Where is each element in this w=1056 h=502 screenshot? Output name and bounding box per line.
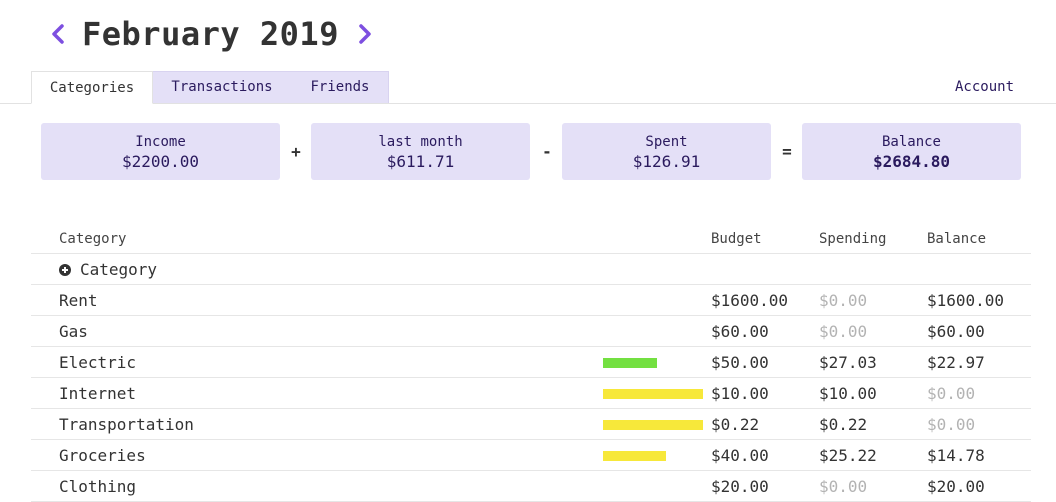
progress-bar <box>603 357 657 368</box>
next-month-button[interactable] <box>357 23 373 45</box>
tab-categories[interactable]: Categories <box>31 71 153 104</box>
prev-month-button[interactable] <box>50 23 66 45</box>
last-month-label: last month <box>378 133 463 150</box>
month-header: February 2019 <box>50 12 373 56</box>
chevron-left-icon <box>52 24 64 44</box>
progress-cell <box>603 347 703 378</box>
categories-table: Category Budget Spending Balance Categor… <box>31 223 1031 502</box>
budget-value[interactable]: $0.22 <box>711 415 760 434</box>
table-row[interactable]: Electric $50.00 $27.03 $22.97 <box>31 347 1031 378</box>
progress-bar <box>603 450 666 461</box>
table-row[interactable]: Gas $60.00 $0.00 $60.00 <box>31 316 1031 347</box>
spending-value: $0.00 <box>819 477 868 496</box>
budget-summary: Income $2200.00 + last month $611.71 - S… <box>0 123 1056 180</box>
progress-cell <box>603 440 703 471</box>
table-row[interactable]: Transportation $0.22 $0.22 $0.00 <box>31 409 1031 440</box>
category-name[interactable]: Clothing <box>59 477 137 496</box>
tab-transactions[interactable]: Transactions <box>171 79 273 95</box>
balance-label: Balance <box>881 133 941 150</box>
spending-value: $0.22 <box>819 415 868 434</box>
budget-value[interactable]: $10.00 <box>711 384 769 403</box>
header-category: Category <box>59 230 127 247</box>
header-balance: Balance <box>927 230 987 247</box>
balance-value: $2684.80 <box>872 151 951 171</box>
table-row[interactable]: Clothing $20.00 $0.00 $20.00 <box>31 471 1031 502</box>
income-value: $2200.00 <box>121 151 200 171</box>
balance-card: Balance $2684.80 <box>802 123 1021 180</box>
progress-cell <box>603 378 703 409</box>
account-link[interactable]: Account <box>955 79 1015 95</box>
budget-value[interactable]: $60.00 <box>711 322 769 341</box>
balance-value: $0.00 <box>927 415 976 434</box>
category-name[interactable]: Transportation <box>59 415 194 434</box>
equals-operator: = <box>782 142 792 161</box>
last-month-value: $611.71 <box>386 151 455 171</box>
spent-value: $126.91 <box>632 151 701 171</box>
budget-value[interactable]: $50.00 <box>711 353 769 372</box>
budget-value[interactable]: $20.00 <box>711 477 769 496</box>
header-budget: Budget <box>711 230 762 247</box>
progress-cell <box>603 285 703 316</box>
income-label: Income <box>135 133 186 150</box>
spending-value: $25.22 <box>819 446 877 465</box>
progress-cell <box>603 316 703 347</box>
spending-value: $27.03 <box>819 353 877 372</box>
category-name[interactable]: Electric <box>59 353 137 372</box>
header-spending: Spending <box>819 230 887 247</box>
page-title: February 2019 <box>82 15 339 53</box>
tab-bar: Categories Transactions Friends Account <box>0 71 1056 104</box>
category-name[interactable]: Internet <box>59 384 137 403</box>
progress-bar <box>603 419 703 430</box>
minus-operator: - <box>542 142 552 161</box>
spending-value: $0.00 <box>819 291 868 310</box>
spending-value: $10.00 <box>819 384 877 403</box>
balance-value: $14.78 <box>927 446 985 465</box>
budget-value[interactable]: $1600.00 <box>711 291 789 310</box>
plus-circle-icon <box>59 263 71 276</box>
spending-value: $0.00 <box>819 322 868 341</box>
table-row[interactable]: Groceries $40.00 $25.22 $14.78 <box>31 440 1031 471</box>
add-category-label: Category <box>80 260 158 279</box>
balance-value: $20.00 <box>927 477 985 496</box>
last-month-card: last month $611.71 <box>311 123 530 180</box>
table-header: Category Budget Spending Balance <box>31 223 1031 254</box>
progress-bar <box>603 388 703 399</box>
tab-friends[interactable]: Friends <box>310 79 370 95</box>
progress-cell <box>603 409 703 440</box>
balance-value: $1600.00 <box>927 291 1005 310</box>
budget-value[interactable]: $40.00 <box>711 446 769 465</box>
add-category-row[interactable]: Category <box>31 254 1031 285</box>
balance-value: $0.00 <box>927 384 976 403</box>
balance-value: $22.97 <box>927 353 985 372</box>
chevron-right-icon <box>359 24 371 44</box>
table-row[interactable]: Internet $10.00 $10.00 $0.00 <box>31 378 1031 409</box>
category-name[interactable]: Groceries <box>59 446 146 465</box>
category-name[interactable]: Gas <box>59 322 88 341</box>
tab-bar-background <box>152 71 389 103</box>
add-category-button[interactable]: Category <box>59 254 157 285</box>
table-row[interactable]: Rent $1600.00 $0.00 $1600.00 <box>31 285 1031 316</box>
plus-operator: + <box>291 142 301 161</box>
spent-card: Spent $126.91 <box>562 123 771 180</box>
progress-cell <box>603 471 703 502</box>
category-name[interactable]: Rent <box>59 291 98 310</box>
spent-label: Spent <box>645 133 688 150</box>
income-card: Income $2200.00 <box>41 123 280 180</box>
balance-value: $60.00 <box>927 322 985 341</box>
